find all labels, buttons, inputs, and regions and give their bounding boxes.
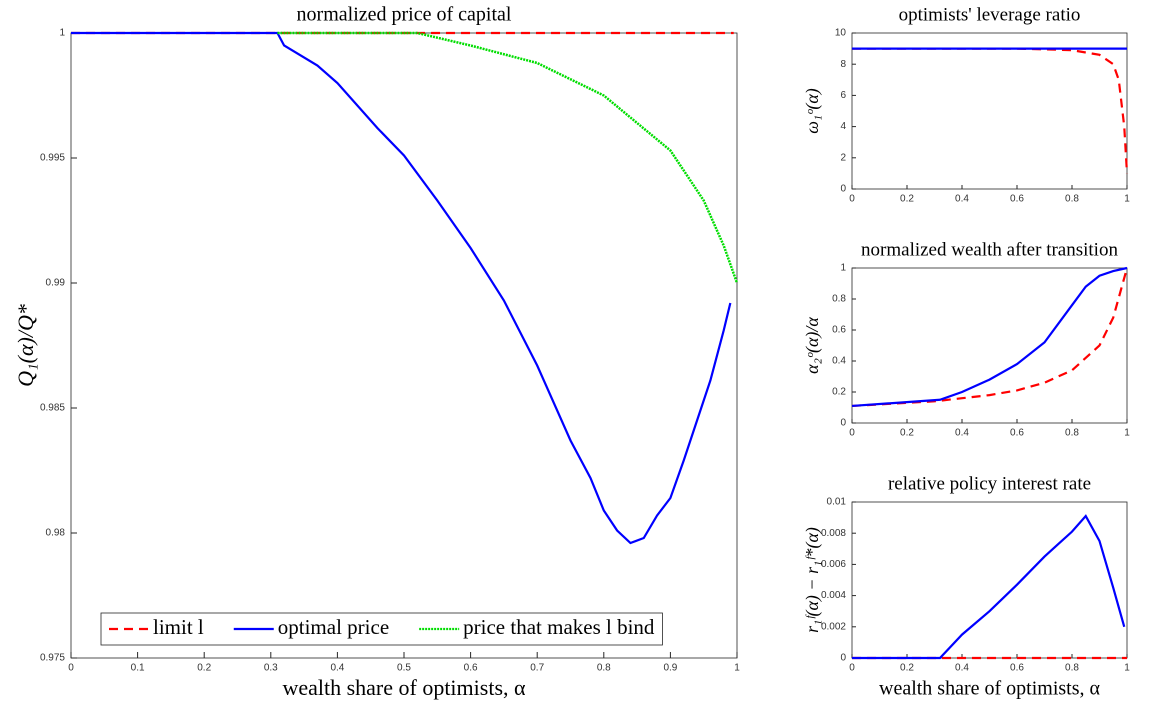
y-tick-label: 0.01 <box>827 497 847 508</box>
chart-title: normalized price of capital <box>297 4 512 26</box>
plot-area <box>851 501 1128 659</box>
chart-title: relative policy interest rate <box>888 473 1091 494</box>
x-tick-label: 0.4 <box>955 663 969 674</box>
y-tick-label: 0.002 <box>821 621 846 632</box>
y-tick-label: 2 <box>840 152 846 163</box>
y-axis-label: Q₁(α)/Q* <box>13 304 38 387</box>
y-tick-label: 10 <box>835 28 847 39</box>
series-line <box>851 266 1128 408</box>
x-tick-label: 0 <box>849 428 855 439</box>
x-tick-label: 1 <box>1124 428 1130 439</box>
x-tick-label: 0.2 <box>900 194 914 205</box>
x-tick-label: 0.1 <box>131 663 145 674</box>
y-tick-label: 0 <box>840 653 846 664</box>
y-tick-label: 0.98 <box>46 528 66 539</box>
y-tick-label: 0.6 <box>832 325 846 336</box>
x-tick-label: 1 <box>1124 194 1130 205</box>
y-tick-label: 0.2 <box>832 387 846 398</box>
x-tick-label: 0 <box>849 194 855 205</box>
x-tick-label: 0.4 <box>330 663 344 674</box>
plot-area <box>70 32 738 659</box>
legend-box <box>100 612 663 646</box>
y-tick-label: 1 <box>840 263 846 274</box>
y-axis-label: ω₁ᵒ(α) <box>802 88 823 134</box>
series-line <box>277 31 739 284</box>
x-tick-label: 1 <box>1124 663 1130 674</box>
y-tick-label: 0.99 <box>46 278 66 289</box>
x-tick-label: 0.8 <box>1065 663 1079 674</box>
x-tick-label: 0.8 <box>1065 194 1079 205</box>
x-tick-label: 0.6 <box>1010 194 1024 205</box>
y-tick-label: 6 <box>840 90 846 101</box>
y-tick-label: 4 <box>840 121 846 132</box>
x-tick-label: 0.3 <box>264 663 278 674</box>
x-tick-label: 0.6 <box>464 663 478 674</box>
y-tick-label: 1 <box>59 28 65 39</box>
plot-area <box>851 32 1128 190</box>
series-line <box>71 31 732 545</box>
x-tick-label: 0.8 <box>597 663 611 674</box>
plot-area <box>851 267 1128 424</box>
y-tick-label: 0.8 <box>832 294 846 305</box>
x-tick-label: 1 <box>734 663 740 674</box>
x-axis-label: wealth share of optimists, α <box>282 675 526 700</box>
y-tick-label: 0 <box>840 184 846 195</box>
x-tick-label: 0.7 <box>530 663 544 674</box>
y-axis-label: r₁ᶠ(α) − r₁ᶠ*(α) <box>802 527 823 633</box>
y-axis-label: α₂ᵒ(α)/α <box>802 317 823 374</box>
x-tick-label: 0.4 <box>955 194 969 205</box>
y-tick-label: 0.975 <box>40 653 65 664</box>
x-tick-label: 0.2 <box>900 663 914 674</box>
chart-title: optimists' leverage ratio <box>899 4 1081 25</box>
x-tick-label: 0.9 <box>663 663 677 674</box>
series-line <box>851 267 1129 408</box>
x-tick-label: 0.6 <box>1010 428 1024 439</box>
y-tick-label: 0 <box>840 418 846 429</box>
x-axis-label: wealth share of optimists, α <box>879 678 1101 700</box>
x-tick-label: 0.2 <box>900 428 914 439</box>
legend-label: optimal price <box>278 615 389 639</box>
y-tick-label: 0.985 <box>40 403 65 414</box>
y-tick-label: 0.4 <box>832 356 846 367</box>
x-tick-label: 0.5 <box>397 663 411 674</box>
x-tick-label: 0.8 <box>1065 428 1079 439</box>
y-tick-label: 0.995 <box>40 153 65 164</box>
y-tick-label: 0.006 <box>821 559 846 570</box>
x-tick-label: 0.4 <box>955 428 969 439</box>
x-tick-label: 0.2 <box>197 663 211 674</box>
x-tick-label: 0 <box>68 663 74 674</box>
y-tick-label: 8 <box>840 59 846 70</box>
x-tick-label: 0 <box>849 663 855 674</box>
legend-label: price that makes l bind <box>463 615 655 639</box>
y-tick-label: 0.004 <box>821 590 846 601</box>
x-tick-label: 0.6 <box>1010 663 1024 674</box>
legend-label: limit l <box>153 615 204 639</box>
y-tick-label: 0.008 <box>821 528 846 539</box>
series-line <box>852 47 1129 174</box>
legend: limit l optimal price price that makes l b… <box>100 612 663 646</box>
series-line <box>852 514 1126 660</box>
chart-title: normalized wealth after transition <box>861 239 1118 260</box>
